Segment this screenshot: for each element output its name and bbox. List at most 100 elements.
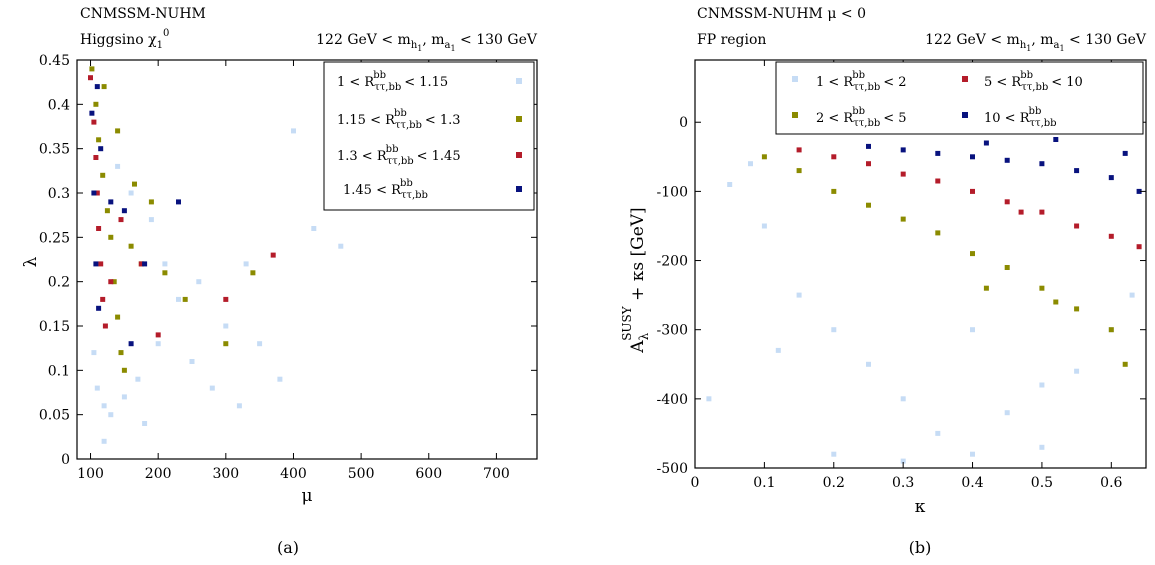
point-b-s1-6 — [831, 327, 837, 333]
panel-a-ylabel: λ — [21, 256, 41, 267]
ytick-label-a-4: 0.15 — [39, 319, 70, 335]
legend-b-marker-3 — [962, 76, 968, 82]
xtick-label-a-3: 300 — [212, 466, 239, 482]
point-a-s2-2 — [93, 101, 99, 107]
point-a-s1-5 — [121, 394, 127, 400]
point-a-s3-8 — [102, 323, 108, 329]
point-b-s4-2 — [900, 147, 906, 153]
point-b-s1-18 — [1039, 444, 1045, 450]
point-b-s3-8 — [1039, 209, 1045, 215]
point-b-s2-14 — [1053, 299, 1059, 305]
point-b-s4-7 — [1074, 168, 1080, 174]
point-a-s1-10 — [223, 323, 229, 329]
point-a-s1-14 — [338, 243, 344, 249]
point-b-s1-7 — [866, 361, 871, 367]
legend-a-item-1: 1 < Rττ,bbbb < 1.15 — [337, 70, 448, 93]
point-a-s1-23 — [142, 421, 148, 426]
panel-a-legend-box — [323, 61, 535, 211]
point-a-s2-8 — [115, 314, 121, 320]
ytick-label-a-6: 0.25 — [39, 230, 70, 246]
point-a-s1-12 — [291, 128, 296, 134]
ytick-label-a-1: 0 — [61, 452, 70, 468]
point-a-s1-2 — [94, 385, 100, 391]
panel-a-subtitle: Higgsino χ10 — [80, 28, 169, 51]
ytick-label-a-5: 0.2 — [48, 275, 70, 291]
point-b-s3-3 — [866, 161, 871, 167]
point-a-s1-25 — [243, 261, 249, 267]
panel-b-points — [706, 137, 1142, 464]
point-a-s1-21 — [277, 376, 283, 382]
caption-a: (a) — [277, 538, 299, 557]
point-b-s3-4 — [900, 171, 906, 177]
point-a-s3-5 — [96, 226, 102, 231]
point-b-s1-5 — [796, 292, 802, 298]
ytick-label-a-9: 0.4 — [48, 97, 70, 113]
ytick-label-b-3: -300 — [657, 323, 688, 339]
point-b-s1-11 — [1004, 410, 1010, 416]
point-a-s4-7 — [121, 208, 127, 214]
xtick-label-a-1: 100 — [77, 466, 104, 482]
point-a-s2-7 — [111, 279, 117, 285]
point-a-s1-18 — [162, 261, 168, 267]
legend-a-marker-3 — [516, 152, 522, 158]
point-b-s1-3 — [748, 161, 753, 167]
legend-a-item-3: 1.3 < Rττ,bbbb < 1.45 — [337, 144, 461, 167]
point-a-s3-4 — [94, 190, 100, 196]
point-a-s2-1 — [89, 66, 95, 72]
point-a-s3-1 — [88, 75, 93, 81]
point-a-s2-6 — [108, 234, 114, 240]
legend-a-marker-4 — [516, 186, 522, 192]
point-a-s1-15 — [115, 163, 121, 169]
point-a-s3-10 — [118, 217, 124, 223]
point-b-s4-5 — [1004, 157, 1010, 163]
point-b-s2-8 — [1004, 265, 1010, 270]
legend-a-item-2: 1.15 < Rττ,bbbb < 1.3 — [337, 108, 461, 131]
xtick-label-a-6: 600 — [415, 466, 442, 482]
ytick-label-a-2: 0.05 — [39, 408, 70, 424]
panel-a-frame — [76, 59, 538, 460]
point-b-s2-7 — [970, 251, 975, 257]
point-b-s4-1 — [866, 143, 871, 149]
panel-a-points — [88, 66, 344, 444]
point-b-s1-13 — [1074, 368, 1080, 374]
point-b-s4-9 — [1136, 188, 1142, 194]
legend-b-marker-2 — [792, 112, 798, 118]
point-a-s3-2 — [91, 119, 97, 125]
point-a-s4-9 — [128, 341, 134, 347]
point-b-s2-4 — [866, 202, 871, 208]
point-a-s2-14 — [162, 270, 168, 276]
ytick-label-a-10: 0.45 — [39, 53, 70, 69]
point-b-s2-6 — [935, 230, 941, 236]
point-b-s4-12 — [1122, 150, 1128, 156]
xtick-label-a-4: 400 — [280, 466, 307, 482]
point-b-s2-5 — [900, 216, 906, 222]
legend-a-marker-1 — [516, 78, 522, 84]
point-b-s2-3 — [831, 188, 837, 194]
point-a-s4-2 — [91, 190, 97, 196]
point-b-s3-7 — [1004, 199, 1010, 205]
ytick-label-a-7: 0.3 — [48, 186, 70, 202]
panel-b-mass-window: 122 GeV < mh1, ma1 < 130 GeV — [925, 32, 1147, 53]
xtick-label-a-5: 500 — [348, 466, 375, 482]
point-b-s2-2 — [796, 168, 802, 174]
panel-b: CNMSSM-NUHM μ < 0 FP region 122 GeV < mh… — [620, 6, 1147, 557]
point-a-s2-19 — [115, 128, 121, 134]
xtick-label-b-7: 0.6 — [1100, 475, 1122, 491]
panel-b-frame — [694, 59, 1147, 469]
ytick-label-b-6: 0 — [679, 115, 688, 131]
xtick-label-b-1: 0 — [691, 475, 700, 491]
panel-a-title: CNMSSM-NUHM — [80, 6, 206, 22]
ytick-label-b-1: -500 — [657, 461, 688, 477]
legend-b-item-2: 2 < Rττ,bbbb < 5 — [816, 106, 907, 129]
legend-b-item-1: 1 < Rττ,bbbb < 2 — [816, 70, 907, 93]
xtick-label-b-5: 0.4 — [961, 475, 983, 491]
point-a-s4-4 — [96, 305, 102, 311]
point-a-s1-11 — [257, 341, 263, 347]
point-b-s1-19 — [775, 347, 781, 353]
ytick-label-b-2: -400 — [657, 392, 688, 408]
point-a-s4-6 — [108, 199, 114, 205]
point-a-s1-9 — [196, 279, 202, 285]
point-a-s1-24 — [209, 385, 215, 391]
legend-b-item-4: 10 < Rττ,bbbb — [984, 106, 1057, 129]
point-b-s1-8 — [900, 396, 906, 402]
